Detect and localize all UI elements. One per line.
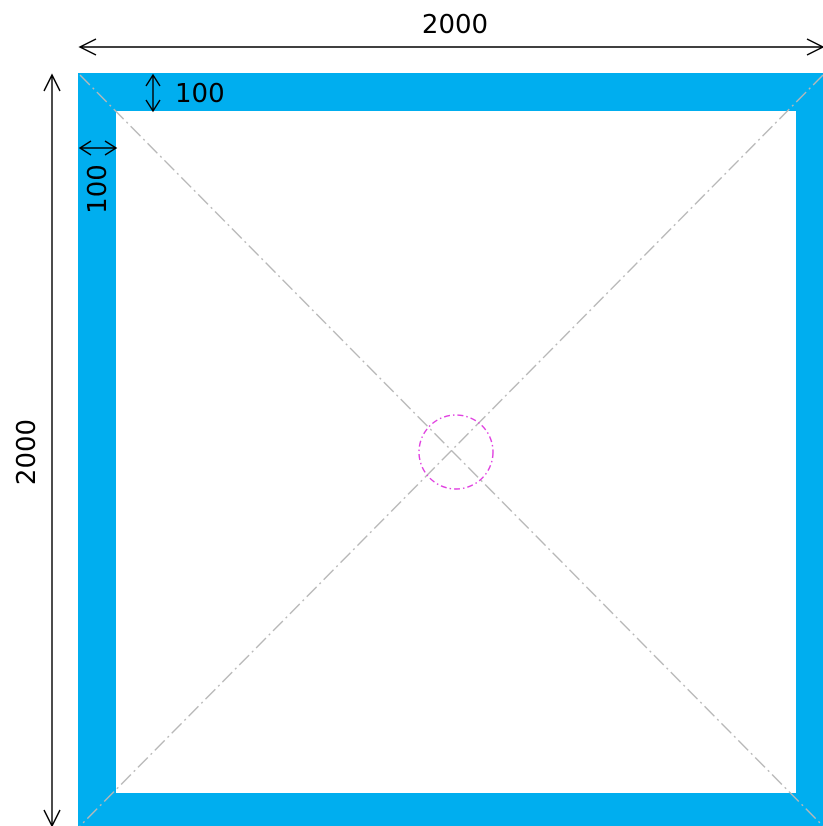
top-border-dimension-top-arrow: [145, 73, 161, 87]
overall-width-dimension: 2000: [78, 10, 823, 56]
center-marker-circle: [418, 414, 494, 490]
width-dimension-right-arrow: [806, 38, 823, 56]
top-border-dimension-bottom-arrow: [145, 99, 161, 113]
overall-height-dimension: 2000: [12, 73, 61, 826]
overall-width-label: 2000: [422, 10, 488, 40]
left-border-thickness-label: 100: [83, 164, 113, 214]
height-dimension-top-arrow: [43, 73, 61, 92]
diagonal-line-top-right-to-bottom-left: [79, 74, 823, 826]
overall-height-label: 2000: [12, 419, 42, 485]
top-border-thickness-dimension: 100: [145, 73, 225, 113]
left-border-dimension-right-arrow: [104, 140, 118, 156]
height-dimension-bottom-arrow: [43, 809, 61, 826]
top-border-thickness-label: 100: [175, 79, 225, 109]
left-border-dimension-left-arrow: [78, 140, 92, 156]
left-border-thickness-dimension: 100: [78, 140, 118, 214]
width-dimension-left-arrow: [78, 38, 97, 56]
inner-panel: [116, 111, 796, 793]
